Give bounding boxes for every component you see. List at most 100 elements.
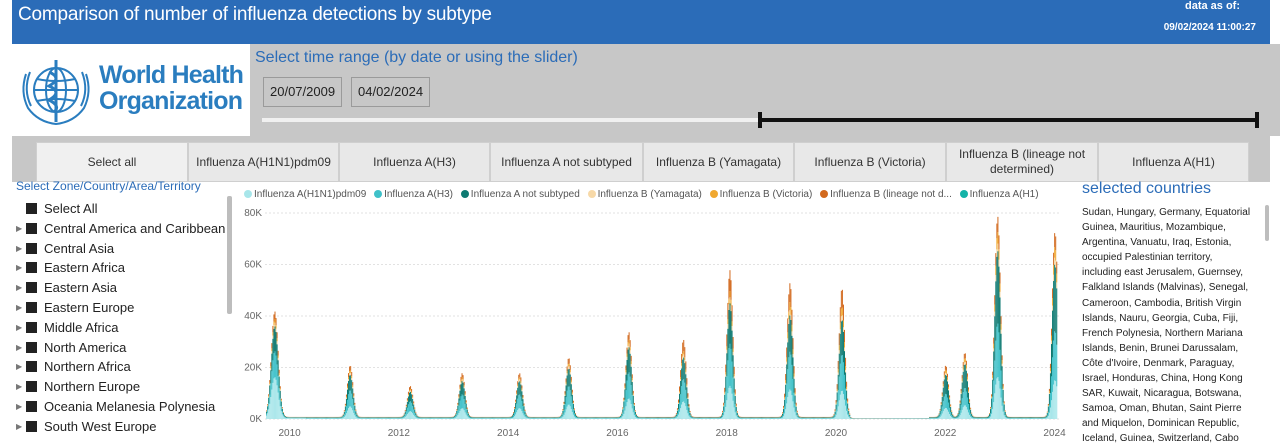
end-date-input[interactable]: 04/02/2024	[351, 77, 430, 107]
bar-segment	[943, 384, 944, 386]
zone-item[interactable]: ▶ South West Europe	[16, 417, 230, 437]
bar-segment	[432, 418, 433, 419]
bar-segment	[315, 417, 316, 418]
bar-segment	[489, 418, 490, 419]
expand-caret-icon[interactable]: ▶	[16, 397, 22, 417]
expand-caret-icon[interactable]: ▶	[16, 417, 22, 437]
bar-segment	[812, 417, 813, 418]
bar-segment	[380, 417, 381, 418]
selected-countries-scrollbar[interactable]	[1265, 205, 1269, 241]
checkbox[interactable]	[26, 223, 37, 234]
checkbox[interactable]	[26, 282, 37, 293]
bar-segment	[397, 417, 398, 418]
bar-segment	[598, 417, 599, 418]
bar-segment	[516, 390, 517, 392]
expand-caret-icon[interactable]: ▶	[16, 318, 22, 338]
bar-segment	[269, 384, 270, 385]
expand-caret-icon[interactable]: ▶	[16, 278, 22, 298]
expand-caret-icon[interactable]: ▶	[16, 239, 22, 259]
zone-item[interactable]: ▶ Central Asia	[16, 239, 230, 259]
bar-segment	[1002, 364, 1003, 366]
checkbox[interactable]	[26, 342, 37, 353]
slider-handle-end[interactable]	[1255, 112, 1259, 128]
checkbox[interactable]	[26, 381, 37, 392]
bar-segment	[280, 398, 281, 406]
bar-segment	[666, 417, 667, 418]
bar-segment	[522, 395, 523, 397]
checkbox[interactable]	[26, 262, 37, 273]
checkbox[interactable]	[26, 421, 37, 432]
bar-segment	[621, 416, 622, 418]
bar-segment	[739, 417, 740, 418]
zone-item[interactable]: ▶ Eastern Europe	[16, 298, 230, 318]
tab-select-all[interactable]: Select all	[36, 142, 188, 182]
bar-segment	[340, 417, 341, 418]
tab-b-yamagata[interactable]: Influenza B (Yamagata)	[643, 142, 794, 182]
bar-segment	[400, 418, 401, 419]
bar-segment	[839, 400, 840, 419]
legend-item[interactable]: Influenza B (lineage not d...	[820, 189, 952, 200]
bar-segment	[350, 373, 351, 375]
bar-segment	[1025, 418, 1026, 419]
legend-item[interactable]: Influenza A not subtyped	[461, 189, 580, 200]
legend-item[interactable]: Influenza B (Victoria)	[710, 189, 813, 200]
slider-handle-start[interactable]	[758, 112, 762, 128]
checkbox[interactable]	[26, 401, 37, 412]
zone-item[interactable]: ▶ Eastern Asia	[16, 278, 230, 298]
zone-item[interactable]: ▶ Central America and Caribbean	[16, 219, 230, 239]
checkbox[interactable]	[26, 361, 37, 372]
expand-caret-icon[interactable]: ▶	[16, 298, 22, 318]
checkbox[interactable]	[26, 322, 37, 333]
zone-item[interactable]: ▶ Northern Europe	[16, 377, 230, 397]
legend-item[interactable]: Influenza A(H3)	[374, 189, 453, 200]
bar-segment	[277, 364, 278, 385]
expand-caret-icon[interactable]: ▶	[16, 219, 22, 239]
tab-b-lineage-not-determined[interactable]: Influenza B (lineage not determined)	[946, 142, 1098, 182]
start-date-input[interactable]: 20/07/2009	[263, 77, 342, 107]
expand-caret-icon[interactable]: ▶	[16, 258, 22, 278]
bar-segment	[967, 379, 968, 381]
tab-a-not-subtyped[interactable]: Influenza A not subtyped	[490, 142, 643, 182]
bar-segment	[721, 416, 722, 417]
expand-caret-icon[interactable]: ▶	[16, 338, 22, 358]
checkbox[interactable]	[26, 302, 37, 313]
bar-segment	[486, 418, 487, 419]
zone-item-select-all[interactable]: Select All	[16, 199, 230, 219]
legend-item[interactable]: Influenza A(H1)	[960, 189, 1039, 200]
slider-track-active[interactable]	[760, 118, 1258, 122]
expand-caret-icon[interactable]: ▶	[16, 357, 22, 377]
legend-item[interactable]: Influenza A(H1N1)pdm09	[244, 189, 366, 200]
checkbox[interactable]	[26, 203, 37, 214]
checkbox[interactable]	[26, 243, 37, 254]
zone-item[interactable]: ▶ Eastern Africa	[16, 258, 230, 278]
bar-segment	[755, 418, 756, 419]
tab-h1[interactable]: Influenza A(H1)	[1098, 142, 1249, 182]
bar-segment	[939, 416, 940, 417]
bar-segment	[448, 417, 449, 418]
bar-segment	[734, 367, 735, 374]
bar-segment	[622, 409, 623, 412]
bar-segment	[960, 404, 961, 411]
expand-caret-icon[interactable]: ▶	[16, 377, 22, 397]
bar-segment	[803, 417, 804, 418]
bar-segment	[385, 418, 386, 419]
bar-segment	[687, 413, 688, 419]
legend-item[interactable]: Influenza B (Yamagata)	[588, 189, 702, 200]
bar-segment	[994, 305, 995, 312]
bar-segment	[659, 418, 660, 419]
bar-segment	[950, 406, 951, 407]
bar-segment	[1054, 380, 1055, 419]
tab-h1n1pdm09[interactable]: Influenza A(H1N1)pdm09	[188, 142, 339, 182]
bar-segment	[354, 405, 355, 406]
zone-item[interactable]: ▶ Northern Africa	[16, 357, 230, 377]
bar-segment	[707, 417, 708, 418]
bar-segment	[522, 399, 523, 406]
zone-item[interactable]: ▶ North America	[16, 338, 230, 358]
zone-item[interactable]: ▶ Oceania Melanesia Polynesia	[16, 397, 230, 417]
tab-h3[interactable]: Influenza A(H3)	[339, 142, 490, 182]
bar-segment	[688, 404, 689, 406]
bar-segment	[561, 418, 562, 419]
zone-item[interactable]: ▶ Middle Africa	[16, 318, 230, 338]
tab-b-victoria[interactable]: Influenza B (Victoria)	[794, 142, 946, 182]
